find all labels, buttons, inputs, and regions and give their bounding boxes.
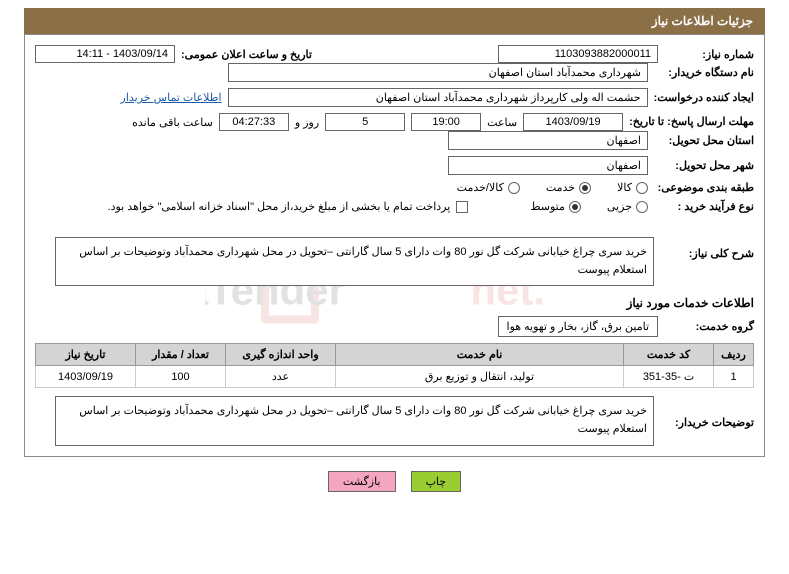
radio-partial-label: جزیی (607, 200, 632, 213)
requester-label: ایجاد کننده درخواست: (654, 91, 754, 104)
page-title: جزئیات اطلاعات نیاز (652, 14, 753, 28)
city-value: اصفهان (448, 156, 648, 175)
radio-partial-icon (636, 201, 648, 213)
services-title: اطلاعات خدمات مورد نیاز (35, 296, 754, 310)
button-row: چاپ بازگشت (0, 471, 789, 492)
payment-checkbox[interactable] (456, 201, 468, 213)
buyer-notes-box: خرید سری چراغ خیابانی شرکت گل نور 80 وات… (55, 396, 654, 446)
radio-partial[interactable]: جزیی (607, 200, 648, 213)
radio-goods[interactable]: کالا (617, 181, 648, 194)
deadline-date: 1403/09/19 (523, 113, 623, 131)
summary-label: شرح کلی نیاز: (654, 237, 754, 260)
city-label: شهر محل تحویل: (654, 159, 754, 172)
announce-label: تاریخ و ساعت اعلان عمومی: (181, 48, 312, 61)
province-label: استان محل تحویل: (654, 134, 754, 147)
radio-goods-service-icon (508, 182, 520, 194)
radio-medium-icon (569, 201, 581, 213)
need-number-value: 1103093882000011 (498, 45, 658, 63)
th-name: نام خدمت (336, 344, 624, 366)
announce-value: 1403/09/14 - 14:11 (35, 45, 175, 63)
deadline-label: مهلت ارسال پاسخ: تا تاریخ: (629, 115, 754, 129)
province-value: اصفهان (448, 131, 648, 150)
deadline-time: 19:00 (411, 113, 481, 131)
radio-service-label: خدمت (546, 181, 575, 194)
print-button[interactable]: چاپ (411, 471, 462, 492)
th-row: ردیف (714, 344, 754, 366)
th-code: کد خدمت (624, 344, 714, 366)
th-qty: تعداد / مقدار (136, 344, 226, 366)
radio-goods-service[interactable]: کالا/خدمت (457, 181, 520, 194)
main-panel: شماره نیاز: 1103093882000011 تاریخ و ساع… (24, 34, 765, 457)
back-button[interactable]: بازگشت (328, 471, 396, 492)
radio-goods-icon (636, 182, 648, 194)
buyer-notes-label: توضیحات خریدار: (654, 396, 754, 429)
cell-row: 1 (714, 366, 754, 388)
cell-date: 1403/09/19 (36, 366, 136, 388)
cell-name: تولید، انتقال و توزیع برق (336, 366, 624, 388)
requester-value: حشمت اله ولی کارپرداز شهرداری محمدآباد ا… (228, 88, 648, 107)
category-label: طبقه بندی موضوعی: (654, 181, 754, 194)
th-unit: واحد اندازه گیری (226, 344, 336, 366)
remaining-label: ساعت باقی مانده (132, 116, 213, 129)
cell-unit: عدد (226, 366, 336, 388)
summary-box: خرید سری چراغ خیابانی شرکت گل نور 80 وات… (55, 237, 654, 286)
radio-medium-label: متوسط (530, 200, 565, 213)
cell-qty: 100 (136, 366, 226, 388)
buyer-org-label: نام دستگاه خریدار: (654, 66, 754, 79)
cell-code: ت -35-351 (624, 366, 714, 388)
radio-goods-label: کالا (617, 181, 632, 194)
group-value: تامین برق، گاز، بخار و تهویه هوا (498, 316, 658, 337)
th-date: تاریخ نیاز (36, 344, 136, 366)
table-row: 1 ت -35-351 تولید، انتقال و توزیع برق عد… (36, 366, 754, 388)
page-header: جزئیات اطلاعات نیاز (24, 8, 765, 34)
radio-medium[interactable]: متوسط (530, 200, 581, 213)
contact-link[interactable]: اطلاعات تماس خریدار (121, 91, 222, 104)
need-number-label: شماره نیاز: (664, 48, 754, 61)
services-table: ردیف کد خدمت نام خدمت واحد اندازه گیری ت… (35, 343, 754, 388)
days-count: 5 (325, 113, 405, 131)
radio-goods-service-label: کالا/خدمت (457, 181, 504, 194)
group-label: گروه خدمت: (664, 320, 754, 333)
process-label: نوع فرآیند خرید : (654, 200, 754, 213)
radio-service[interactable]: خدمت (546, 181, 591, 194)
countdown: 04:27:33 (219, 113, 289, 131)
radio-service-icon (579, 182, 591, 194)
days-label: روز و (295, 116, 319, 129)
payment-note: پرداخت تمام یا بخشی از مبلغ خرید،از محل … (108, 200, 451, 213)
buyer-org-value: شهرداری محمدآباد استان اصفهان (228, 63, 648, 82)
time-label: ساعت (487, 116, 517, 129)
